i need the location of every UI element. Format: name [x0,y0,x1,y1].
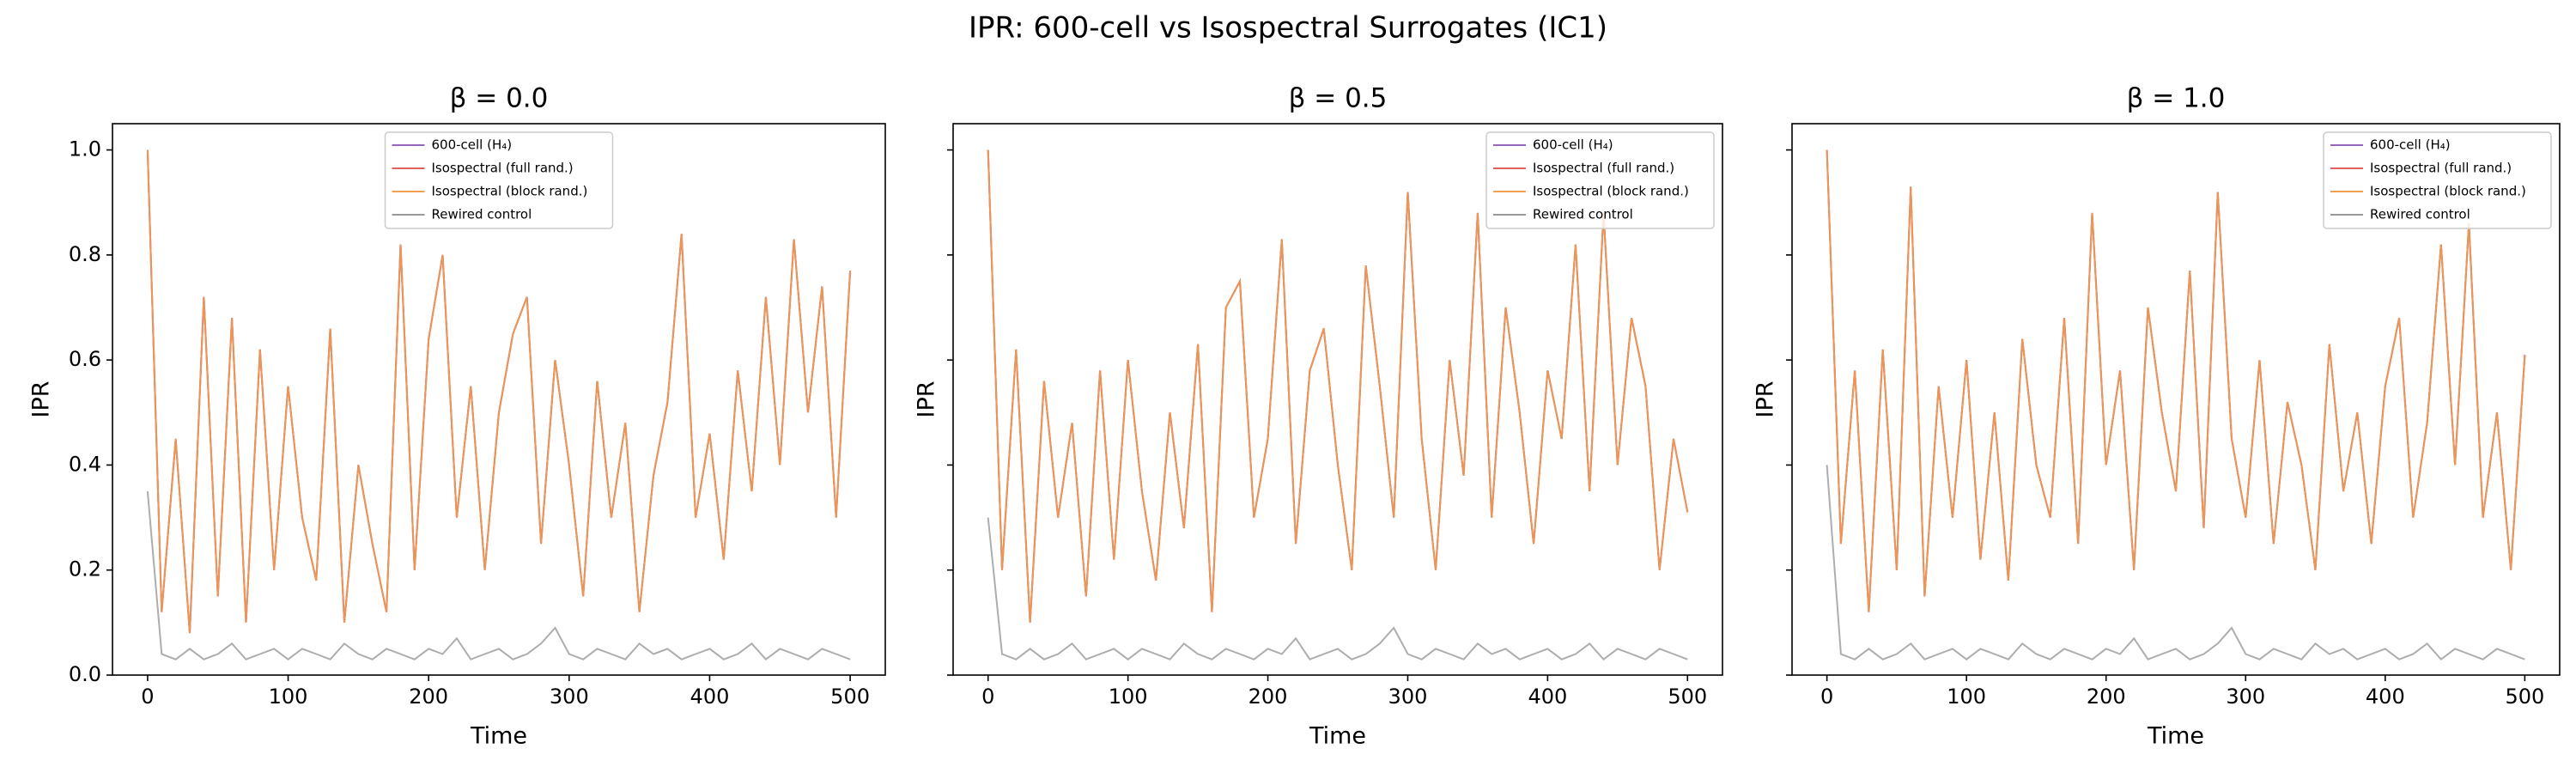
x-tick-label: 0 [141,685,154,709]
panel-title: β = 0.5 [1289,83,1388,114]
legend-label: Isospectral (block rand.) [2370,184,2526,199]
y-axis-label: IPR [914,380,940,417]
legend-label: Isospectral (full rand.) [432,161,574,176]
x-tick-label: 0 [981,685,994,709]
series-line [1826,465,2525,661]
legend-label: 600-cell (H₄) [432,137,513,153]
legend-label: Isospectral (block rand.) [432,184,588,199]
x-axis-label: Time [1309,723,1366,750]
legend-label: Isospectral (full rand.) [2370,161,2512,176]
legend-label: Rewired control [1533,207,1633,222]
series-line [1826,149,2526,612]
legend-box [1485,131,1715,229]
y-tick-label: 0.6 [69,347,101,371]
x-tick-label: 100 [1109,685,1148,709]
x-tick-label: 400 [2366,685,2405,709]
x-tick-label: 400 [1528,685,1567,709]
figure-title: IPR: 600-cell vs Isospectral Surrogates … [969,11,1607,46]
y-tick-label: 0.2 [69,557,101,581]
legend-label: Rewired control [432,207,532,222]
x-tick-label: 500 [1668,685,1707,709]
legend-label: Rewired control [2370,207,2470,222]
x-tick-label: 500 [2505,685,2544,709]
x-tick-label: 300 [550,685,589,709]
x-tick-label: 100 [1947,685,1986,709]
panel-title: β = 0.0 [450,83,549,114]
y-tick-label: 0.4 [69,452,101,476]
legend-box [384,131,614,229]
y-tick-label: 0.0 [69,662,101,686]
series-line [146,490,851,661]
y-tick-label: 1.0 [69,137,101,161]
series-line [987,149,1689,623]
series-line [146,149,852,634]
x-axis-label: Time [470,723,527,750]
x-tick-label: 200 [1249,685,1288,709]
x-tick-label: 300 [2226,685,2265,709]
legend-label: 600-cell (H₄) [2370,137,2451,153]
axes-frame [1791,123,2561,676]
y-axis-label: IPR [28,380,55,417]
y-axis-label: IPR [1753,380,1779,417]
legend-box [2323,131,2552,229]
x-tick-label: 100 [269,685,308,709]
axes-frame [952,123,1723,676]
x-tick-label: 200 [409,685,448,709]
panel-title: β = 1.0 [2127,83,2226,114]
x-tick-label: 300 [1388,685,1428,709]
x-tick-label: 0 [1820,685,1833,709]
legend-label: Isospectral (block rand.) [1533,184,1689,199]
series-line [987,517,1688,661]
x-tick-label: 400 [690,685,730,709]
y-tick-label: 0.8 [69,242,101,266]
x-tick-label: 200 [2087,685,2126,709]
legend-label: Isospectral (full rand.) [1533,161,1674,176]
x-tick-label: 500 [830,685,870,709]
axes-frame [112,123,886,676]
x-axis-label: Time [2147,723,2204,750]
legend-label: 600-cell (H₄) [1533,137,1613,153]
